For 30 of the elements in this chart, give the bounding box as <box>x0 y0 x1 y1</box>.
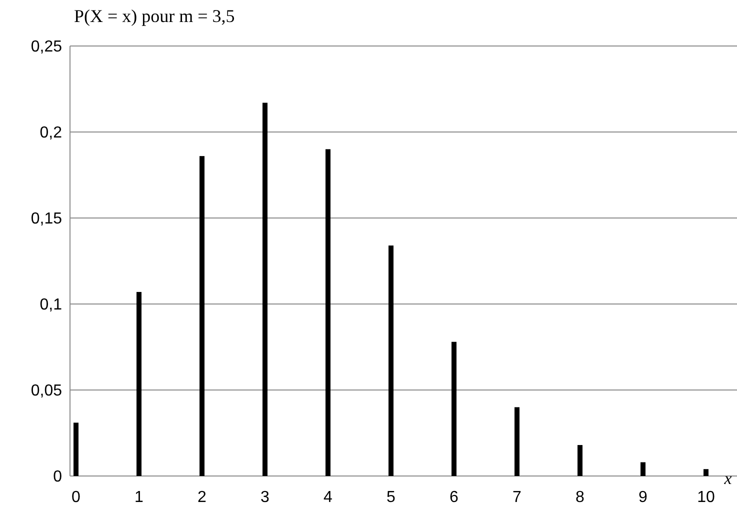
bar <box>514 407 520 476</box>
x-axis-title: x <box>723 468 732 488</box>
x-tick-label: 7 <box>512 489 522 506</box>
x-tick-label: 10 <box>697 489 715 506</box>
y-tick-label: 0,25 <box>30 38 62 56</box>
bar <box>388 246 394 476</box>
bar <box>578 445 582 476</box>
y-tick-label: 0,05 <box>30 382 62 400</box>
x-tick-label: 2 <box>198 489 207 506</box>
x-tick-label: 3 <box>260 489 270 506</box>
x-tick-label: 4 <box>324 489 333 506</box>
x-tick-label: 0 <box>72 489 81 506</box>
bar <box>262 102 268 476</box>
chart-title: P(X = x) pour m = 3,5 <box>74 6 235 26</box>
y-tick-label: 0,15 <box>30 210 62 228</box>
bar <box>452 342 456 476</box>
bar <box>136 292 142 476</box>
y-tick-label: 0,2 <box>40 124 62 142</box>
bar <box>640 462 646 476</box>
y-tick-label: 0 <box>53 468 62 486</box>
x-tick-label: 5 <box>386 489 396 506</box>
y-tick-label: 0,1 <box>40 296 62 314</box>
x-tick-label: 8 <box>576 489 585 506</box>
bar <box>704 469 708 476</box>
bar <box>74 422 78 476</box>
x-tick-label: 1 <box>134 489 144 506</box>
x-tick-label: 6 <box>450 489 459 506</box>
x-tick-label: 9 <box>638 489 648 506</box>
bar <box>200 156 204 476</box>
bar <box>326 149 330 476</box>
